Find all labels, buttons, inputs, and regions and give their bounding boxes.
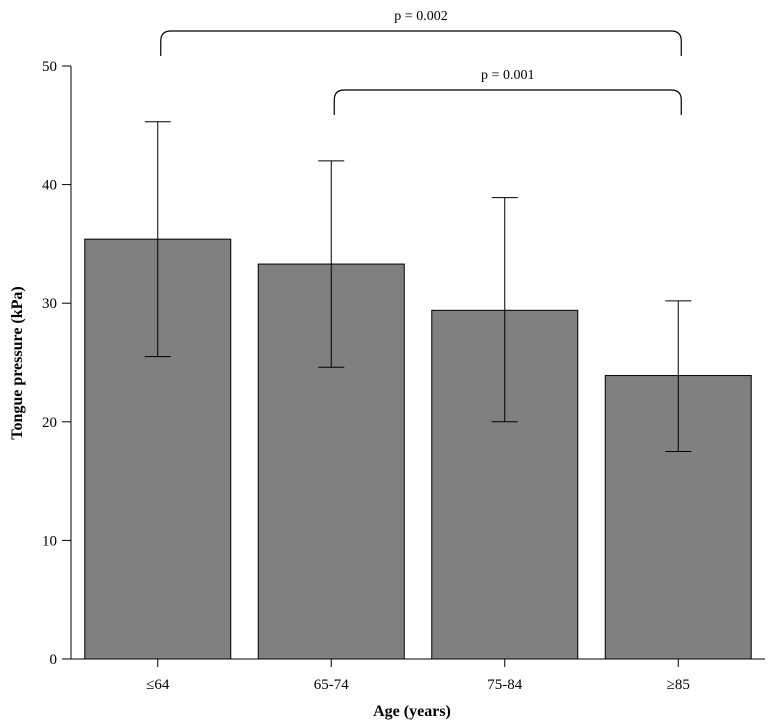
x-tick-label-1: 65-74 [314, 677, 349, 693]
y-tick-label-3: 30 [42, 296, 57, 312]
x-tick-label-2: 75-84 [487, 677, 522, 693]
error-bar-1 [318, 160, 345, 368]
significance-bracket-1 [333, 89, 682, 115]
y-tick-label-2: 20 [42, 415, 57, 431]
error-bar-0 [144, 121, 171, 358]
p-value-label-1: p = 0.001 [481, 68, 534, 83]
y-tick-label-0: 0 [50, 652, 58, 668]
significance-bracket-0 [160, 30, 682, 56]
y-tick-label-4: 40 [42, 178, 57, 194]
x-axis-title: Age (years) [373, 703, 451, 720]
axes: 0 10 20 30 40 50 ≤64 65-74 75-84 ≥85 [42, 59, 765, 693]
significance-annotations: p = 0.002 p = 0.001 [160, 9, 682, 115]
y-axis-title: Tongue pressure (kPa) [9, 286, 26, 440]
x-tick-label-3: ≥85 [667, 677, 690, 693]
p-value-label-0: p = 0.002 [394, 9, 447, 24]
plot-area [84, 121, 752, 660]
x-tick-label-0: ≤64 [146, 677, 170, 693]
error-bar-2 [491, 197, 518, 423]
y-tick-label-1: 10 [42, 533, 57, 549]
error-bar-3 [665, 300, 692, 452]
y-tick-label-5: 50 [42, 59, 57, 75]
